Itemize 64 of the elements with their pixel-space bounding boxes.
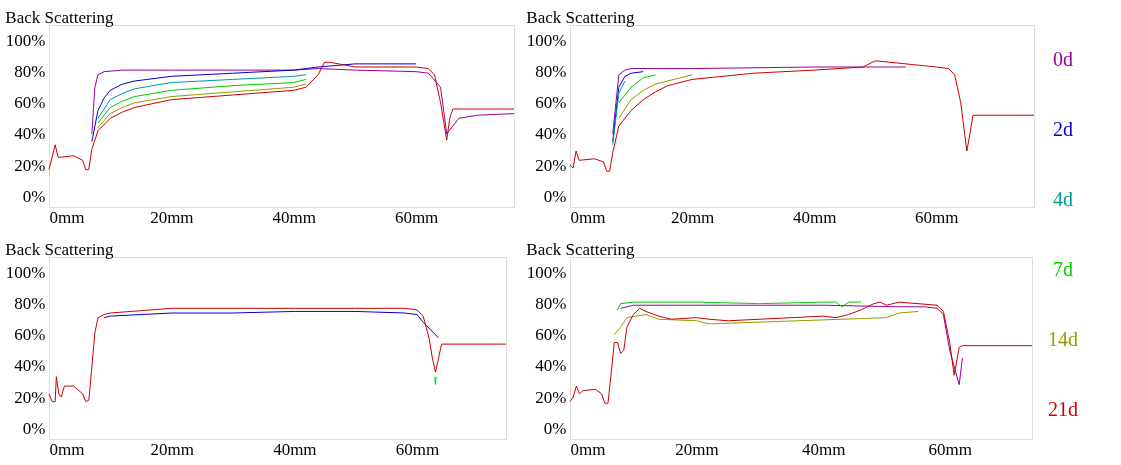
x-tick-label: 40mm — [272, 207, 316, 227]
y-tick-label: 100% — [5, 31, 46, 51]
y-tick-label: 80% — [14, 294, 46, 314]
y-tick-label: 100% — [5, 263, 46, 283]
line-series — [618, 74, 656, 104]
x-tick-label: 40mm — [801, 439, 846, 459]
y-tick-label: 20% — [535, 387, 567, 407]
x-tick-label: 60mm — [395, 439, 440, 459]
x-tick-label: 0mm — [49, 439, 85, 459]
x-tick-label: 40mm — [273, 439, 317, 459]
line-series — [620, 304, 963, 386]
x-tick-label: 20mm — [150, 207, 194, 227]
y-tick-label: 20% — [535, 155, 567, 175]
x-tick-label: 0mm — [570, 439, 606, 459]
y-tick-label: 0% — [22, 418, 46, 438]
y-tick-label: 60% — [14, 325, 46, 345]
x-tick-label: 40mm — [792, 207, 837, 227]
y-tick-label: 0% — [22, 186, 46, 206]
y-tick-label: 60% — [14, 93, 46, 113]
line-series — [618, 74, 693, 119]
x-tick-label: 60mm — [394, 207, 439, 227]
line-series — [612, 71, 644, 143]
line-series — [616, 301, 862, 311]
y-tick-label: 60% — [535, 93, 567, 113]
text: 7d — [1053, 258, 1073, 280]
y-tick-label: 40% — [14, 356, 46, 376]
y-tick-label: 0% — [543, 186, 567, 206]
x-tick-label: 60mm — [915, 207, 959, 227]
y-tick-label: 40% — [14, 124, 46, 144]
line-series — [613, 310, 919, 336]
x-tick-label: 0mm — [570, 207, 606, 227]
text: 14d — [1048, 328, 1078, 350]
line-series — [48, 61, 515, 171]
x-tick-label: 20mm — [675, 439, 719, 459]
line-series — [569, 301, 1033, 404]
text: 0d — [1053, 48, 1073, 70]
y-tick-label: 100% — [526, 263, 567, 283]
text: 2d — [1053, 118, 1073, 140]
y-tick-label: 100% — [526, 31, 567, 51]
y-tick-label: 20% — [14, 155, 46, 175]
line-series — [569, 60, 1035, 172]
x-tick-label: 60mm — [928, 439, 972, 459]
text: 4d — [1053, 188, 1073, 210]
y-tick-label: 40% — [535, 356, 567, 376]
y-tick-label: 80% — [535, 62, 567, 82]
y-tick-label: 20% — [14, 387, 46, 407]
text: 21d — [1048, 398, 1078, 420]
chart-title: Back Scattering — [526, 8, 635, 27]
line-series — [612, 66, 907, 135]
chart-title: Back Scattering — [5, 240, 114, 259]
x-tick-label: 20mm — [150, 439, 194, 459]
y-tick-label: 80% — [14, 62, 46, 82]
y-tick-label: 0% — [543, 418, 567, 438]
y-tick-label: 40% — [535, 124, 567, 144]
y-tick-label: 60% — [535, 325, 567, 345]
line-series — [48, 307, 507, 403]
x-tick-label: 20mm — [670, 207, 715, 227]
line-series — [91, 63, 417, 143]
chart-title: Back Scattering — [5, 8, 114, 27]
chart-title: Back Scattering — [526, 240, 635, 259]
line-series — [91, 68, 515, 135]
x-tick-label: 0mm — [49, 207, 85, 227]
y-tick-label: 80% — [535, 294, 567, 314]
line-series — [103, 310, 440, 339]
